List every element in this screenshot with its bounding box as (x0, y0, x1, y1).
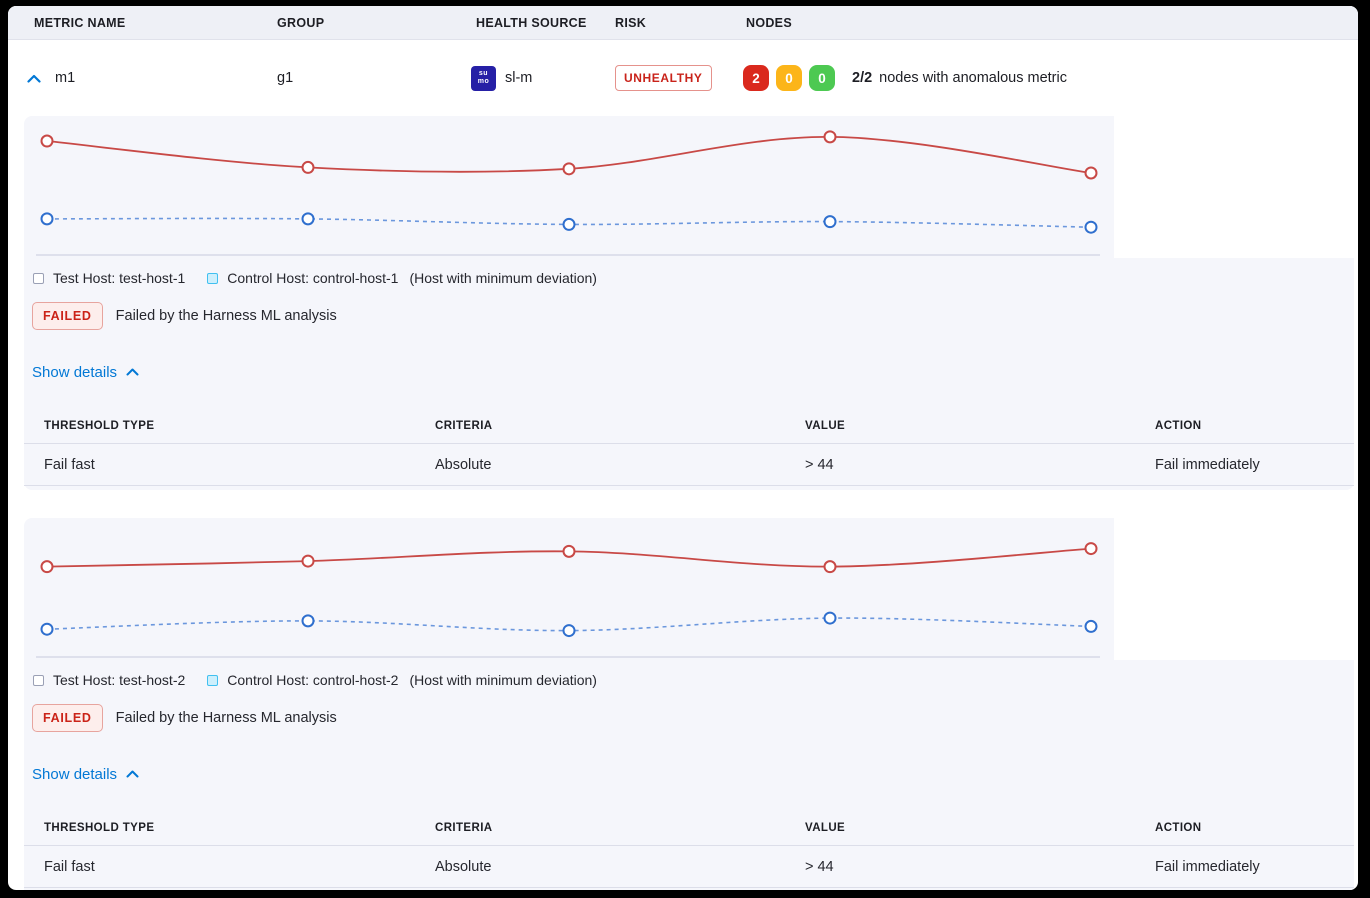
chevron-up-icon (126, 368, 139, 376)
legend-item-test-host[interactable]: Test Host: test-host-1 (33, 270, 185, 286)
host-analysis-block-2: Test Host: test-host-2 Control Host: con… (24, 518, 1354, 890)
metric-name: m1 (55, 70, 76, 86)
th-value: VALUE (805, 821, 846, 834)
chart-side-panel (1114, 116, 1354, 258)
chart-legend: Test Host: test-host-2 Control Host: con… (24, 670, 1354, 690)
control-host-marker-icon (207, 272, 219, 284)
th-threshold-type: THRESHOLD TYPE (44, 821, 155, 834)
chart-legend: Test Host: test-host-1 Control Host: con… (24, 268, 1354, 288)
metric-comparison-chart-1[interactable] (24, 116, 1114, 258)
th-action: ACTION (1155, 821, 1202, 834)
health-source-name: sl-m (505, 70, 533, 86)
control-host-marker-icon (207, 674, 219, 686)
analysis-status-text: Failed by the Harness ML analysis (115, 308, 337, 324)
host-analysis-block-1: Test Host: test-host-1 Control Host: con… (24, 116, 1354, 490)
deviation-note: (Host with minimum deviation) (409, 270, 597, 286)
nodes-summary: 2/2 nodes with anomalous metric (852, 70, 1067, 86)
analysis-status-text: Failed by the Harness ML analysis (115, 710, 337, 726)
cell-value: > 44 (805, 858, 834, 875)
verification-metrics-panel: METRIC NAME GROUP HEALTH SOURCE RISK NOD… (8, 6, 1358, 890)
column-header-group: GROUP (277, 15, 325, 30)
threshold-table-row: Fail fast Absolute > 44 Fail immediately (24, 846, 1354, 888)
deviation-note: (Host with minimum deviation) (409, 672, 597, 688)
threshold-table-row: Fail fast Absolute > 44 Fail immediately (24, 444, 1354, 486)
chevron-up-icon[interactable] (25, 72, 43, 85)
show-details-link[interactable]: Show details (32, 360, 139, 384)
metrics-table-header: METRIC NAME GROUP HEALTH SOURCE RISK NOD… (8, 6, 1358, 40)
cell-action: Fail immediately (1155, 858, 1260, 875)
chevron-up-icon (126, 770, 139, 778)
healthy-nodes-badge: 0 (809, 65, 835, 91)
metric-row[interactable]: m1 g1 su mo sl-m UNHEALTHY 2 0 0 2/2 node… (8, 40, 1358, 116)
th-action: ACTION (1155, 419, 1202, 432)
column-header-health-source: HEALTH SOURCE (476, 15, 587, 30)
th-threshold-type: THRESHOLD TYPE (44, 419, 155, 432)
failed-badge: FAILED (32, 704, 103, 732)
cell-criteria: Absolute (435, 456, 492, 473)
th-value: VALUE (805, 419, 846, 432)
failed-badge: FAILED (32, 302, 103, 330)
th-criteria: CRITERIA (435, 821, 493, 834)
legend-item-control-host[interactable]: Control Host: control-host-2 (Host with … (207, 672, 597, 688)
warning-nodes-badge: 0 (776, 65, 802, 91)
threshold-table: THRESHOLD TYPE CRITERIA VALUE ACTION Fai… (24, 408, 1354, 486)
metric-group: g1 (277, 70, 294, 86)
anomalous-nodes-badge: 2 (743, 65, 769, 91)
risk-status-badge: UNHEALTHY (615, 65, 712, 91)
cell-threshold-type: Fail fast (44, 858, 95, 875)
metric-comparison-chart-2[interactable] (24, 518, 1114, 660)
cell-threshold-type: Fail fast (44, 456, 95, 473)
legend-item-test-host[interactable]: Test Host: test-host-2 (33, 672, 185, 688)
sumo-logic-icon: su mo (471, 65, 496, 91)
cell-criteria: Absolute (435, 858, 492, 875)
column-header-nodes: NODES (746, 15, 792, 30)
th-criteria: CRITERIA (435, 419, 493, 432)
chart-side-panel (1114, 518, 1354, 660)
test-host-marker-icon (33, 272, 44, 284)
threshold-table: THRESHOLD TYPE CRITERIA VALUE ACTION Fai… (24, 810, 1354, 888)
cell-value: > 44 (805, 456, 834, 473)
show-details-link[interactable]: Show details (32, 762, 139, 786)
column-header-metric-name: METRIC NAME (34, 15, 126, 30)
test-host-marker-icon (33, 674, 44, 686)
cell-action: Fail immediately (1155, 456, 1260, 473)
column-header-risk: RISK (615, 15, 647, 30)
legend-item-control-host[interactable]: Control Host: control-host-1 (Host with … (207, 270, 597, 286)
